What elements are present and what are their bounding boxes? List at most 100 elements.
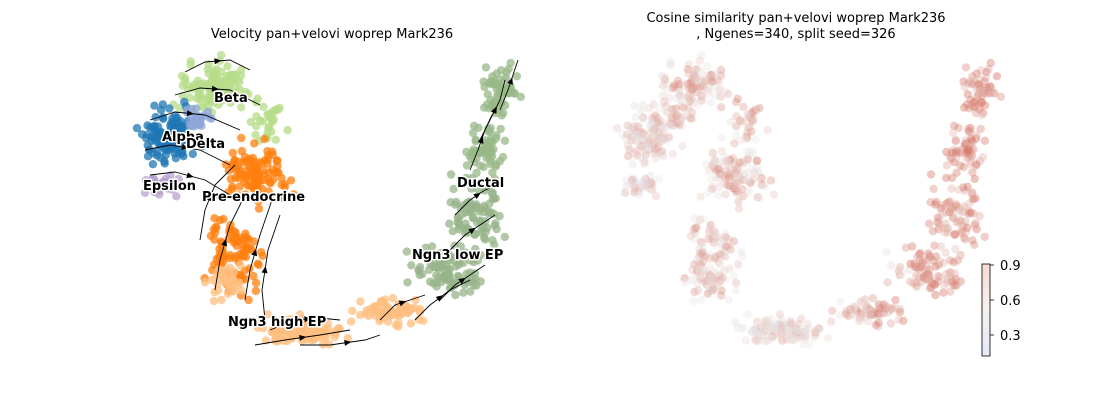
cell-point-similarity: [738, 324, 748, 333]
cell-point-similarity: [687, 108, 697, 117]
cell-point-similarity: [638, 129, 647, 138]
cell-point-similarity: [753, 337, 762, 346]
cell-point-similarity: [699, 266, 708, 276]
cell-point-beta: [263, 128, 272, 137]
streamline-arrowhead: [211, 85, 219, 92]
cell-point-similarity: [776, 329, 786, 338]
cell-point-similarity: [989, 88, 998, 98]
cell-point-similarity: [963, 223, 972, 232]
streamline-arrowhead: [398, 300, 407, 307]
cell-point-similarity: [663, 85, 673, 94]
cell-point-similarity: [661, 102, 671, 111]
cell-point-ductal: [472, 168, 481, 178]
cell-point-similarity: [930, 279, 940, 288]
cell-point-similarity: [949, 121, 959, 130]
cell-point-similarity: [708, 283, 718, 292]
cell-point-similarity: [731, 175, 740, 184]
cell-point-ngn3-low-ep: [455, 257, 465, 266]
cell-point-similarity: [951, 274, 960, 284]
cell-point-similarity: [948, 148, 957, 158]
cell-point-similarity: [706, 220, 715, 230]
streamline-arrowhead: [490, 106, 497, 115]
cell-point-similarity: [688, 84, 697, 94]
cell-point-similarity: [627, 132, 636, 141]
cell-point-similarity: [851, 301, 860, 311]
cell-point-similarity: [925, 271, 934, 280]
cell-point-similarity: [763, 315, 772, 324]
cell-point-similarity: [979, 88, 988, 98]
cell-point-similarity: [719, 234, 728, 244]
cell-point-similarity: [929, 256, 938, 265]
cell-point-similarity: [714, 191, 723, 200]
cell-point-similarity: [894, 315, 904, 324]
cell-point-similarity: [734, 176, 743, 186]
cell-point-similarity: [796, 314, 806, 323]
cell-point-similarity: [842, 306, 851, 315]
cell-point-similarity: [955, 216, 965, 225]
cell-point-similarity: [765, 327, 774, 336]
cell-point-similarity: [744, 187, 753, 196]
cell-point-similarity: [701, 252, 710, 261]
cell-point-delta: [203, 107, 213, 117]
cell-point-similarity: [714, 258, 723, 267]
cell-point-similarity: [773, 324, 783, 333]
cell-point-similarity: [693, 80, 702, 90]
cell-point-similarity: [951, 136, 960, 146]
cell-point-similarity: [729, 237, 738, 246]
cell-point-similarity: [944, 224, 953, 234]
streamline-arrowhead: [473, 192, 481, 200]
cell-point-similarity: [857, 309, 866, 318]
cell-point-beta: [269, 115, 279, 124]
cell-point-similarity: [753, 161, 762, 171]
cell-point-similarity: [726, 168, 736, 178]
velocity-scatter-points: [132, 50, 525, 349]
cell-point-similarity: [697, 91, 706, 100]
label-pre-endocrine: Pre-endocrine: [202, 190, 305, 205]
cell-point-similarity: [684, 103, 693, 112]
cell-point-similarity: [967, 102, 976, 111]
cell-point-ngn3-high-ep: [263, 310, 272, 319]
cell-point-similarity: [851, 306, 860, 315]
cell-point-similarity: [690, 88, 699, 97]
cell-point-similarity: [743, 174, 753, 184]
cell-point-similarity: [976, 124, 985, 134]
cell-point-similarity: [931, 290, 940, 300]
cell-point-pre-endocrine: [249, 237, 258, 246]
cell-point-beta: [192, 94, 202, 103]
cell-point-similarity: [792, 326, 801, 336]
cell-point-similarity: [934, 214, 943, 223]
cell-point-similarity: [875, 311, 884, 320]
cell-point-similarity: [719, 246, 728, 255]
cell-point-similarity: [874, 300, 883, 309]
cell-point-similarity: [895, 270, 904, 280]
cell-point-beta: [275, 103, 284, 113]
cell-point-pre-endocrine: [252, 178, 261, 188]
cell-point-similarity: [725, 162, 734, 171]
cell-point-similarity: [929, 280, 939, 289]
cell-point-similarity: [646, 121, 655, 130]
cell-point-similarity: [667, 104, 677, 114]
cell-point-epsilon: [155, 190, 164, 199]
cell-point-similarity: [980, 89, 990, 98]
cell-point-similarity: [697, 96, 706, 105]
cell-point-similarity: [680, 278, 690, 287]
cell-point-similarity: [867, 310, 876, 319]
cell-point-similarity: [763, 323, 772, 332]
cell-point-similarity: [662, 136, 672, 145]
cell-point-similarity: [760, 323, 769, 332]
cell-point-similarity: [715, 182, 724, 191]
cell-point-similarity: [676, 114, 685, 123]
cell-point-similarity: [748, 150, 757, 160]
cell-point-similarity: [743, 110, 752, 119]
cell-point-similarity: [707, 272, 716, 282]
cell-point-pre-endocrine: [252, 165, 262, 174]
cell-point-similarity: [733, 163, 742, 172]
cell-point-similarity: [895, 308, 905, 317]
cell-point-similarity: [632, 129, 642, 139]
cell-point-similarity: [914, 264, 924, 273]
cell-point-similarity: [630, 188, 639, 197]
cell-point-similarity: [907, 242, 917, 251]
cell-point-similarity: [686, 78, 696, 87]
streamline-arrowhead: [186, 110, 194, 117]
cell-point-similarity: [931, 252, 941, 261]
